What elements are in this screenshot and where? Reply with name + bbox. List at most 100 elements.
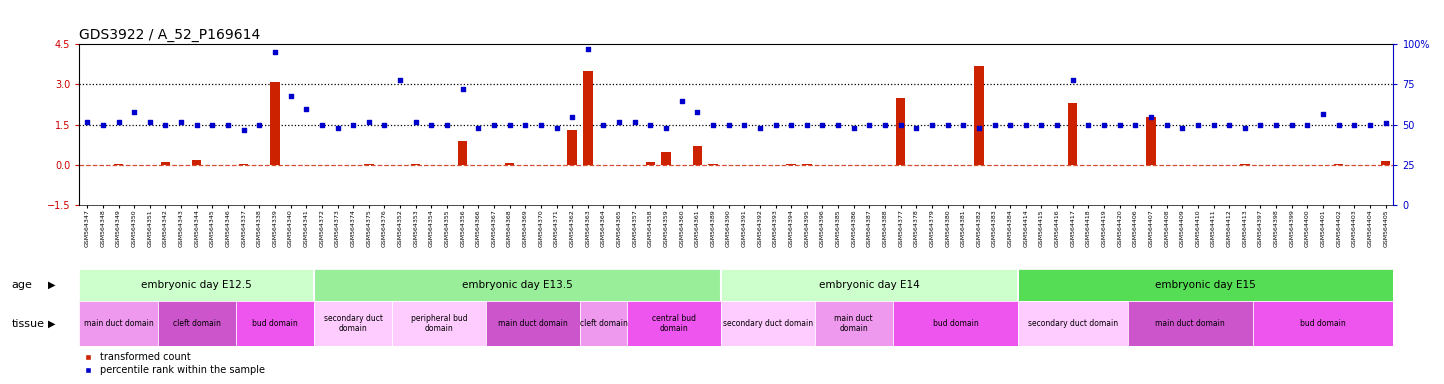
Point bbox=[1201, 122, 1225, 128]
Point bbox=[75, 119, 98, 125]
Point bbox=[858, 122, 881, 128]
Bar bbox=[270, 82, 280, 165]
Text: main duct domain: main duct domain bbox=[498, 319, 567, 328]
Point bbox=[638, 122, 661, 128]
Point bbox=[91, 122, 114, 128]
Bar bbox=[1128, 301, 1252, 346]
Point bbox=[560, 114, 583, 120]
Point bbox=[967, 125, 991, 131]
Bar bbox=[192, 160, 202, 165]
Point bbox=[1375, 120, 1398, 126]
Point bbox=[201, 122, 224, 128]
Bar bbox=[160, 162, 170, 165]
Bar bbox=[1069, 103, 1077, 165]
Bar bbox=[1380, 161, 1391, 165]
Point bbox=[357, 119, 380, 125]
Point bbox=[544, 125, 567, 131]
Bar bbox=[79, 301, 157, 346]
Bar bbox=[1147, 117, 1155, 165]
Text: age: age bbox=[12, 280, 32, 290]
Text: bud domain: bud domain bbox=[253, 319, 297, 328]
Point bbox=[764, 122, 787, 128]
Point bbox=[373, 122, 396, 128]
Point bbox=[326, 125, 349, 131]
Point bbox=[217, 122, 240, 128]
Point bbox=[1281, 122, 1304, 128]
Text: embryonic day E15: embryonic day E15 bbox=[1155, 280, 1256, 290]
Bar bbox=[567, 130, 576, 165]
Text: ▶: ▶ bbox=[48, 280, 56, 290]
Point bbox=[874, 122, 897, 128]
Bar bbox=[1018, 301, 1128, 346]
Text: main duct domain: main duct domain bbox=[84, 319, 153, 328]
Point bbox=[999, 122, 1022, 128]
Point bbox=[624, 119, 647, 125]
Point bbox=[890, 122, 913, 128]
Bar bbox=[505, 163, 514, 165]
Point bbox=[404, 119, 427, 125]
Bar bbox=[895, 98, 905, 165]
Bar bbox=[709, 164, 718, 165]
Bar bbox=[645, 162, 656, 165]
Bar bbox=[315, 301, 393, 346]
Point bbox=[1249, 122, 1272, 128]
Text: bud domain: bud domain bbox=[933, 319, 979, 328]
Point bbox=[420, 122, 443, 128]
Point bbox=[1359, 122, 1382, 128]
Bar bbox=[315, 269, 721, 301]
Bar bbox=[1240, 164, 1249, 165]
Bar bbox=[1253, 301, 1393, 346]
Point bbox=[936, 122, 959, 128]
Point bbox=[952, 122, 975, 128]
Bar bbox=[975, 66, 983, 165]
Point bbox=[780, 122, 803, 128]
Point bbox=[342, 122, 365, 128]
Point bbox=[232, 127, 256, 133]
Point bbox=[498, 122, 521, 128]
Bar bbox=[693, 146, 702, 165]
Bar bbox=[240, 164, 248, 165]
Point bbox=[1171, 125, 1194, 131]
Point bbox=[123, 109, 146, 115]
Point bbox=[1123, 122, 1147, 128]
Point bbox=[530, 122, 553, 128]
Bar bbox=[487, 301, 580, 346]
Point bbox=[1295, 122, 1318, 128]
Bar bbox=[787, 164, 796, 165]
Point bbox=[1077, 122, 1100, 128]
Text: secondary duct domain: secondary duct domain bbox=[1028, 319, 1118, 328]
Bar bbox=[114, 164, 123, 165]
Text: bud domain: bud domain bbox=[1300, 319, 1346, 328]
Point bbox=[1139, 114, 1162, 120]
Bar bbox=[412, 164, 420, 165]
Bar bbox=[661, 152, 670, 165]
Point bbox=[185, 122, 208, 128]
Text: embryonic day E14: embryonic day E14 bbox=[819, 280, 920, 290]
Bar bbox=[627, 301, 721, 346]
Text: main duct domain: main duct domain bbox=[1155, 319, 1225, 328]
Bar bbox=[157, 301, 235, 346]
Text: tissue: tissue bbox=[12, 318, 45, 329]
Point bbox=[608, 119, 631, 125]
Text: ▶: ▶ bbox=[48, 318, 56, 329]
Point bbox=[842, 125, 865, 131]
Bar bbox=[458, 141, 468, 165]
Point bbox=[1265, 122, 1288, 128]
Text: GDS3922 / A_52_P169614: GDS3922 / A_52_P169614 bbox=[79, 28, 261, 42]
Point bbox=[1030, 122, 1053, 128]
Point bbox=[920, 122, 943, 128]
Point bbox=[279, 93, 302, 99]
Bar bbox=[892, 301, 1018, 346]
Point bbox=[107, 119, 130, 125]
Point bbox=[388, 76, 412, 83]
Point bbox=[702, 122, 725, 128]
Bar bbox=[364, 164, 374, 165]
Legend: transformed count, percentile rank within the sample: transformed count, percentile rank withi… bbox=[84, 353, 264, 375]
Point bbox=[263, 49, 286, 55]
Point bbox=[436, 122, 459, 128]
Point bbox=[1093, 122, 1116, 128]
Bar bbox=[1334, 164, 1343, 165]
Point bbox=[1187, 122, 1210, 128]
Point bbox=[718, 122, 741, 128]
Text: embryonic day E13.5: embryonic day E13.5 bbox=[462, 280, 573, 290]
